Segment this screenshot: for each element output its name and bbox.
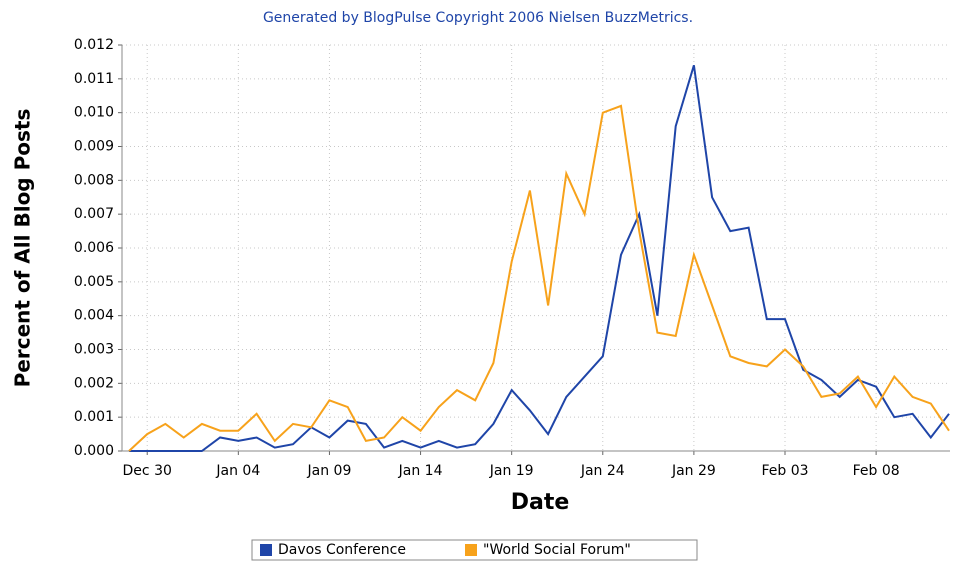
y-tick-label: 0.009 [74, 139, 114, 155]
y-tick-label: 0.001 [74, 409, 114, 425]
y-tick-label: 0.008 [74, 172, 114, 188]
y-tick-label: 0.004 [74, 308, 114, 324]
x-tick-label: Jan 04 [215, 463, 260, 479]
x-tick-label: Dec 30 [123, 463, 172, 479]
x-tick-label: Jan 19 [489, 463, 534, 479]
x-tick-label: Jan 24 [580, 463, 625, 479]
legend-label: "World Social Forum" [483, 542, 631, 558]
legend-label: Davos Conference [278, 542, 406, 558]
legend: Davos Conference "World Social Forum" [251, 539, 698, 561]
y-tick-label: 0.006 [74, 240, 114, 256]
x-tick-label: Feb 03 [761, 463, 808, 479]
series-line [128, 104, 950, 452]
x-tick-label: Feb 08 [853, 463, 900, 479]
x-tick-label: Jan 09 [307, 463, 352, 479]
y-tick-label: 0.000 [74, 443, 114, 459]
plot-area [122, 45, 950, 451]
y-tick-label: 0.010 [74, 105, 114, 121]
legend-swatch [260, 544, 272, 556]
y-tick-label: 0.011 [74, 71, 114, 87]
y-tick-label: 0.012 [74, 37, 114, 53]
x-tick-label: Jan 29 [671, 463, 716, 479]
y-tick-label: 0.005 [74, 274, 114, 290]
y-tick-label: 0.002 [74, 375, 114, 391]
chart-title: Generated by BlogPulse Copyright 2006 Ni… [263, 10, 693, 26]
legend-swatch [465, 544, 477, 556]
y-axis-label: Percent of All Blog Posts [11, 109, 35, 388]
y-tick-label: 0.007 [74, 206, 114, 222]
series-line [129, 65, 950, 452]
x-tick-label: Jan 14 [398, 463, 443, 479]
x-axis-label: Date [511, 490, 570, 515]
y-tick-label: 0.003 [74, 342, 114, 358]
